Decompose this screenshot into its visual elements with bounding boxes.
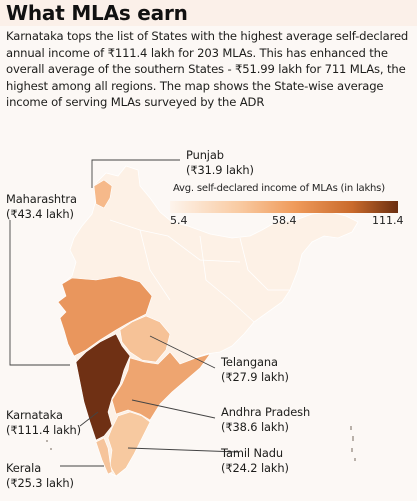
label-kerala-value: (₹25.3 lakh): [6, 476, 74, 490]
label-karnataka-value: (₹111.4 lakh): [6, 423, 82, 437]
label-maharashtra-value: (₹43.4 lakh): [6, 207, 74, 221]
label-telangana: Telangana (₹27.9 lakh): [221, 355, 289, 385]
state-andhra-pradesh: [111, 351, 211, 421]
title-band: [0, 0, 417, 26]
label-tamil-nadu-value: (₹24.2 lakh): [221, 461, 289, 475]
legend-min: 5.4: [170, 214, 188, 227]
legend-gradient: [170, 201, 398, 213]
description: Karnataka tops the list of States with t…: [6, 29, 409, 110]
state-karnataka: [75, 333, 131, 441]
label-punjab-value: (₹31.9 lakh): [186, 163, 254, 177]
label-andhra-pradesh-value: (₹38.6 lakh): [221, 420, 289, 434]
state-telangana: [119, 315, 171, 363]
leader-lines: [9, 159, 239, 467]
state-maharashtra: [57, 275, 153, 357]
label-andhra-pradesh-name: Andhra Pradesh: [221, 405, 311, 419]
state-kerala: [95, 437, 113, 475]
label-andhra-pradesh: Andhra Pradesh (₹38.6 lakh): [221, 405, 310, 435]
label-kerala-name: Kerala: [6, 461, 42, 475]
label-maharashtra: Maharashtra (₹43.4 lakh): [6, 192, 77, 222]
legend-title: Avg. self-declared income of MLAs (in la…: [173, 183, 385, 194]
legend-max: 111.4: [372, 214, 404, 227]
label-kerala: Kerala (₹25.3 lakh): [6, 461, 74, 491]
label-karnataka-name: Karnataka: [6, 408, 63, 422]
page-title: What MLAs earn: [6, 1, 188, 25]
legend-mid: 58.4: [272, 214, 297, 227]
islands: [46, 426, 356, 461]
label-punjab: Punjab (₹31.9 lakh): [186, 148, 254, 178]
label-tamil-nadu-name: Tamil Nadu: [221, 446, 284, 460]
label-karnataka: Karnataka (₹111.4 lakh): [6, 408, 81, 438]
label-maharashtra-name: Maharashtra: [6, 192, 77, 206]
state-borders: [109, 219, 290, 323]
label-tamil-nadu: Tamil Nadu (₹24.2 lakh): [221, 446, 289, 476]
label-telangana-name: Telangana: [221, 355, 278, 369]
state-punjab: [93, 179, 113, 209]
label-punjab-name: Punjab: [186, 148, 224, 162]
state-tamil-nadu: [107, 411, 151, 477]
label-telangana-value: (₹27.9 lakh): [221, 370, 289, 384]
